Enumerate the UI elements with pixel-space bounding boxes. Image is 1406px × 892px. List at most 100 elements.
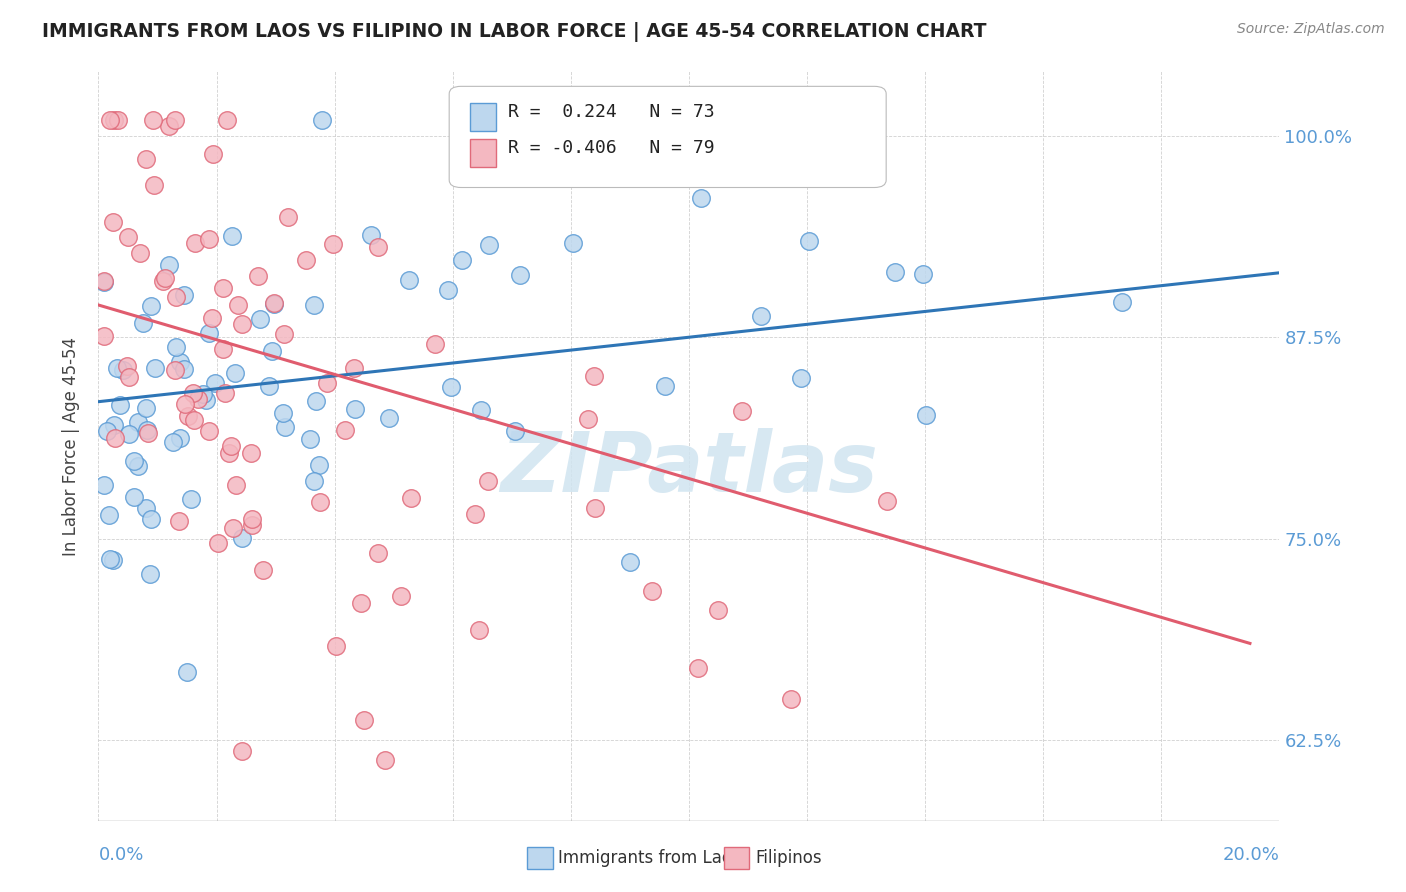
- Point: [128, 245, 150, 260]
- Point: [583, 368, 606, 383]
- Point: [360, 227, 382, 242]
- Point: [686, 661, 709, 675]
- Point: [240, 511, 263, 525]
- Point: [124, 454, 146, 468]
- Point: [440, 379, 463, 393]
- Point: [231, 317, 253, 331]
- Point: [181, 386, 204, 401]
- Point: [101, 553, 124, 567]
- Point: [333, 423, 356, 437]
- Point: [398, 273, 420, 287]
- Point: [689, 191, 711, 205]
- Point: [343, 360, 366, 375]
- Point: [353, 713, 375, 727]
- Point: [191, 387, 214, 401]
- Text: Source: ZipAtlas.com: Source: ZipAtlas.com: [1237, 22, 1385, 37]
- Point: [325, 639, 347, 653]
- Point: [96, 424, 118, 438]
- Point: [749, 309, 772, 323]
- FancyBboxPatch shape: [471, 139, 496, 168]
- Point: [450, 252, 472, 267]
- Point: [503, 425, 526, 439]
- Point: [173, 362, 195, 376]
- Point: [212, 342, 235, 356]
- Point: [562, 235, 585, 250]
- Point: [260, 344, 283, 359]
- Point: [915, 408, 938, 422]
- Point: [240, 517, 263, 532]
- Point: [142, 178, 165, 192]
- Text: 20.0%: 20.0%: [1223, 846, 1279, 863]
- Point: [316, 376, 339, 391]
- Point: [273, 326, 295, 341]
- Point: [101, 215, 124, 229]
- Point: [308, 495, 330, 509]
- Point: [177, 409, 200, 424]
- Text: IMMIGRANTS FROM LAOS VS FILIPINO IN LABOR FORCE | AGE 45-54 CORRELATION CHART: IMMIGRANTS FROM LAOS VS FILIPINO IN LABO…: [42, 22, 987, 42]
- Point: [162, 435, 184, 450]
- Text: Filipinos: Filipinos: [755, 849, 821, 867]
- Point: [127, 458, 149, 473]
- Point: [463, 507, 485, 521]
- Point: [295, 252, 318, 267]
- Point: [367, 546, 389, 560]
- Text: 0.0%: 0.0%: [98, 846, 143, 863]
- Point: [165, 340, 187, 354]
- Point: [117, 230, 139, 244]
- Point: [240, 446, 263, 460]
- Point: [152, 274, 174, 288]
- Point: [302, 297, 325, 311]
- Point: [198, 326, 221, 340]
- Point: [176, 665, 198, 680]
- Point: [271, 406, 294, 420]
- Point: [169, 431, 191, 445]
- Point: [180, 491, 202, 506]
- Point: [131, 316, 153, 330]
- Point: [207, 536, 229, 550]
- Point: [211, 281, 233, 295]
- Point: [198, 424, 221, 438]
- Point: [509, 268, 531, 283]
- Point: [378, 411, 401, 425]
- Point: [389, 589, 412, 603]
- Point: [157, 258, 180, 272]
- Point: [214, 386, 236, 401]
- Point: [231, 744, 253, 758]
- Point: [423, 337, 446, 351]
- Point: [367, 240, 389, 254]
- Point: [470, 403, 492, 417]
- Point: [98, 508, 121, 523]
- Point: [98, 112, 121, 127]
- Point: [197, 232, 219, 246]
- Point: [221, 521, 243, 535]
- Point: [468, 623, 491, 637]
- Point: [139, 512, 162, 526]
- Point: [110, 398, 132, 412]
- Point: [169, 514, 191, 528]
- Point: [139, 299, 162, 313]
- Point: [169, 354, 191, 368]
- Point: [263, 297, 285, 311]
- Point: [118, 427, 141, 442]
- Point: [153, 270, 176, 285]
- Point: [247, 269, 270, 284]
- Point: [98, 552, 121, 566]
- Point: [163, 112, 186, 127]
- Point: [477, 474, 499, 488]
- Point: [478, 238, 501, 252]
- Point: [401, 491, 423, 505]
- Point: [186, 392, 208, 406]
- Point: [437, 283, 460, 297]
- Point: [263, 296, 285, 310]
- Point: [790, 371, 813, 385]
- Point: [93, 329, 115, 343]
- Point: [104, 432, 127, 446]
- Point: [619, 555, 641, 569]
- Point: [374, 753, 396, 767]
- Point: [135, 423, 157, 437]
- Point: [221, 228, 243, 243]
- FancyBboxPatch shape: [471, 103, 496, 131]
- Point: [224, 366, 246, 380]
- Point: [799, 234, 821, 248]
- Point: [163, 363, 186, 377]
